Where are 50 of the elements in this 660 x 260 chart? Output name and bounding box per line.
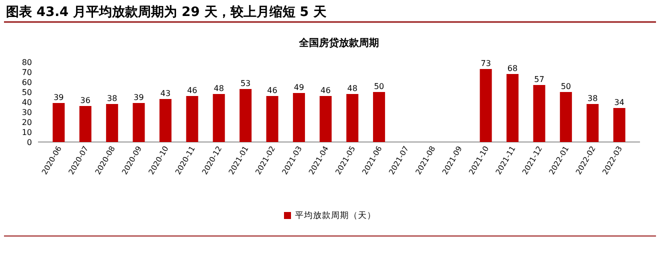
y-tick-label: 10 — [22, 128, 32, 137]
y-tick-label: 20 — [22, 118, 32, 127]
data-label: 53 — [240, 79, 251, 88]
y-tick-label: 30 — [22, 108, 32, 117]
data-label: 46 — [187, 86, 198, 95]
bar — [240, 89, 252, 142]
bar — [373, 92, 386, 142]
data-label: 36 — [80, 96, 90, 105]
bar — [266, 96, 278, 142]
data-label: 57 — [534, 75, 544, 84]
data-label: 73 — [480, 59, 491, 68]
chart-subtitle: 全国房贷放款周期 — [298, 37, 379, 49]
data-label: 34 — [614, 98, 624, 107]
bar — [186, 96, 198, 142]
data-label: 48 — [214, 84, 224, 93]
data-label: 50 — [374, 82, 384, 91]
bar — [560, 92, 572, 142]
bar — [320, 96, 332, 142]
data-label: 38 — [588, 94, 598, 103]
bar — [533, 85, 546, 142]
bar — [586, 104, 599, 142]
bar — [212, 94, 225, 142]
data-label: 39 — [54, 93, 64, 102]
data-label: 46 — [320, 86, 331, 95]
legend-label: 平均放款周期（天） — [295, 210, 376, 221]
y-tick-label: 80 — [22, 58, 32, 67]
data-label: 49 — [294, 83, 304, 92]
data-label: 39 — [134, 93, 144, 102]
y-tick-label: 50 — [22, 88, 32, 97]
data-label: 43 — [160, 89, 171, 98]
bar — [292, 93, 305, 142]
y-tick-label: 0 — [26, 138, 32, 147]
bar — [52, 103, 65, 142]
y-tick-label: 40 — [22, 98, 32, 107]
bar — [132, 103, 145, 142]
data-label: 38 — [106, 94, 118, 103]
bar — [480, 69, 492, 142]
data-label: 68 — [507, 64, 518, 73]
chart-title: 图表 43.4 月平均放款周期为 29 天，较上月缩短 5 天 — [6, 4, 328, 20]
bar — [79, 106, 92, 142]
bar — [106, 104, 118, 142]
bar — [506, 74, 519, 142]
bar — [346, 94, 358, 142]
data-label: 46 — [267, 86, 278, 95]
bar — [159, 99, 172, 142]
y-tick-label: 70 — [22, 68, 32, 77]
data-label: 50 — [560, 82, 572, 91]
y-tick-label: 60 — [22, 78, 32, 87]
data-label: 48 — [347, 84, 358, 93]
bar — [613, 108, 626, 142]
